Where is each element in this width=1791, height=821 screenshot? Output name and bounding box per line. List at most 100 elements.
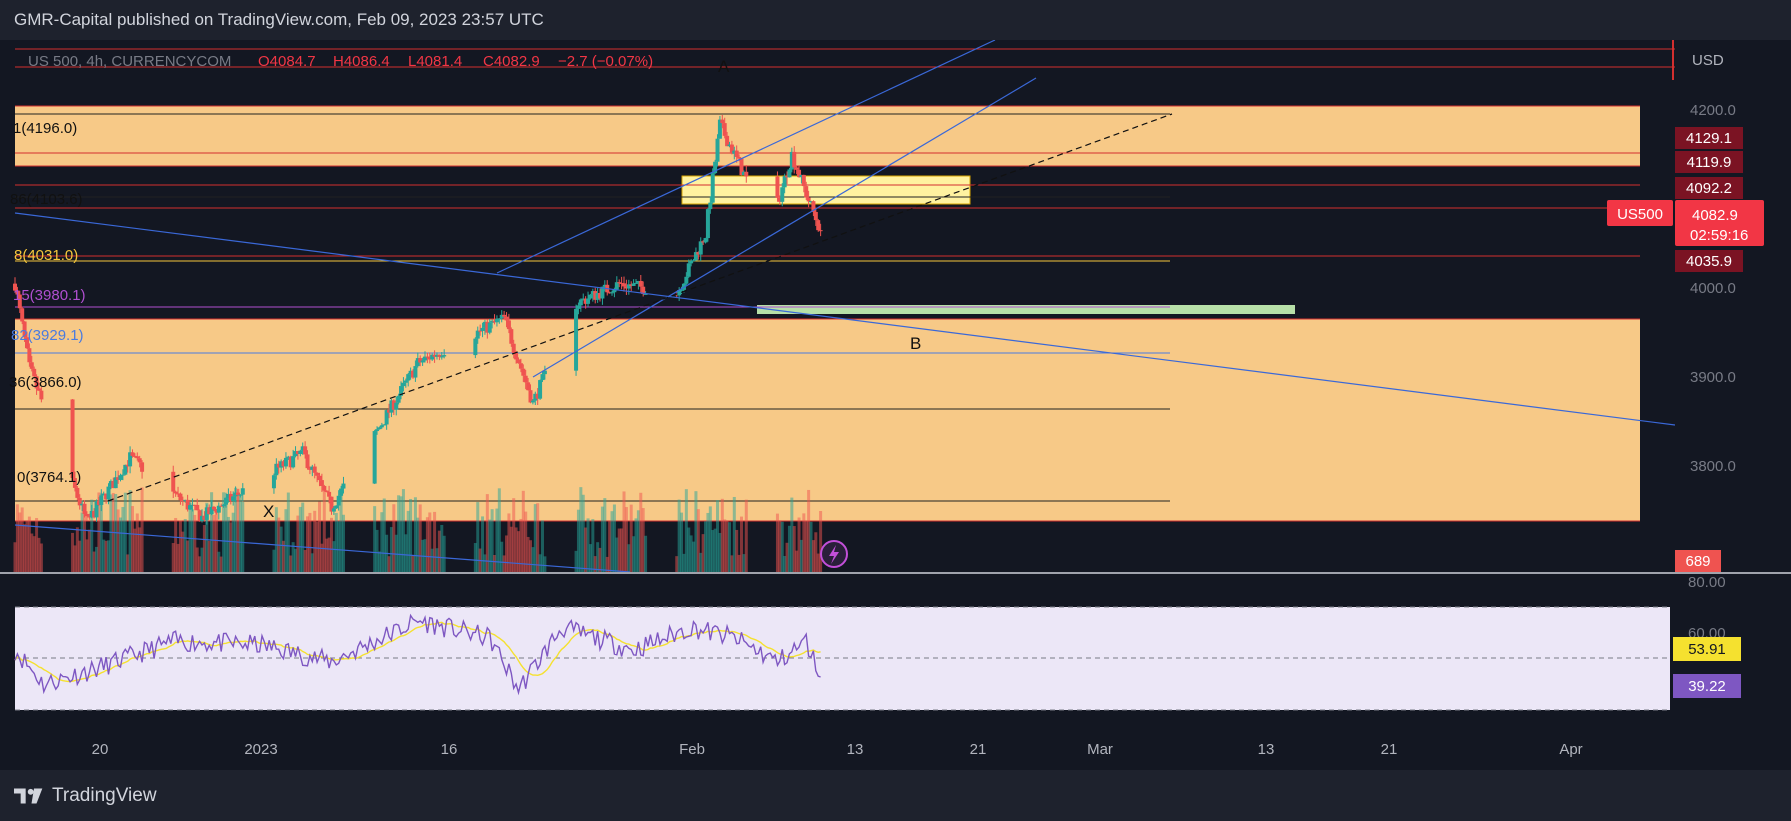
volume-bar	[416, 517, 420, 572]
legend-high: H4086.4	[333, 53, 390, 70]
volume-bar	[234, 487, 238, 572]
lower-demand-zone	[15, 319, 1640, 521]
flash-icon[interactable]	[820, 540, 848, 568]
candle-body	[703, 238, 708, 243]
candle-body	[607, 292, 612, 294]
candle-body	[132, 455, 137, 457]
volume-bar	[121, 507, 125, 572]
candle-body	[298, 450, 303, 454]
volume-bar	[509, 526, 513, 572]
candle-body	[279, 461, 284, 468]
volume-bar	[543, 556, 547, 572]
volume-bar	[20, 507, 24, 572]
candle-body	[811, 201, 816, 212]
candle-body	[418, 358, 423, 363]
candle-body	[511, 343, 516, 353]
volume-bar	[807, 489, 811, 572]
price-axis[interactable]: USD 4200.0 4000.0 3900.0 3800.0 .0 4129.…	[1607, 52, 1764, 698]
candle-body	[636, 280, 641, 283]
volume-bar	[524, 511, 528, 572]
volume-bar	[682, 553, 686, 572]
candle-body	[192, 504, 197, 506]
candle-body	[528, 390, 533, 403]
rsi-line	[14, 613, 821, 696]
volume-bar	[804, 520, 808, 572]
candle-body	[406, 374, 411, 381]
footer-brand: TradingView	[52, 785, 157, 806]
volume-bar	[581, 494, 585, 572]
volume-bar	[325, 538, 329, 572]
candle-body	[303, 446, 308, 455]
volume-bar	[531, 547, 535, 572]
volume-bar	[23, 524, 27, 572]
candle-body	[214, 509, 219, 513]
volume-bar	[502, 555, 506, 572]
volume-bar	[706, 512, 710, 572]
volume-bar	[301, 502, 305, 572]
volume-bar	[198, 556, 202, 572]
candle-body	[39, 390, 44, 400]
upper-supply-zone	[15, 106, 1640, 166]
time-tick: 13	[847, 741, 864, 758]
candle-body	[108, 481, 113, 487]
volume-bar	[696, 509, 700, 572]
volume-bar	[493, 555, 497, 572]
dashed-support-line	[107, 113, 1173, 502]
time-axis[interactable]: 20 2023 16 Feb 13 21 Mar 13 21 Apr	[92, 741, 1583, 758]
volume-bar	[675, 556, 679, 572]
rsi-pane[interactable]	[14, 606, 1670, 711]
volume-bar	[99, 493, 103, 572]
candle-body	[291, 456, 296, 468]
volume-bar	[785, 542, 789, 572]
candle-body	[87, 516, 92, 518]
candle-body	[432, 354, 437, 357]
volume-bar	[231, 512, 235, 572]
volume-bar	[95, 546, 99, 572]
volume-bar	[337, 521, 341, 572]
candle-body	[300, 446, 305, 451]
volume-bar	[521, 490, 525, 572]
volume-bar	[272, 549, 276, 572]
candle-body	[729, 144, 734, 154]
volume-bar	[377, 551, 381, 572]
candle-body	[391, 400, 396, 410]
candle-body	[238, 494, 243, 496]
volume-bar	[35, 517, 39, 572]
volume-bar	[87, 529, 91, 572]
candle-body	[22, 321, 27, 338]
candle-body	[286, 456, 291, 458]
candle-body	[535, 393, 540, 399]
symbol-tag-text: US500	[1617, 206, 1663, 223]
volume-bar	[308, 512, 312, 572]
candle-body	[235, 492, 240, 496]
volume-bar	[392, 504, 396, 572]
volume-bar	[178, 520, 182, 572]
volume-bar	[37, 537, 41, 572]
candle-body	[176, 493, 181, 495]
candle-body	[427, 356, 432, 360]
volume-bar	[732, 496, 736, 572]
volume-tag	[1675, 550, 1721, 572]
candle-body	[120, 474, 125, 476]
volume-bar	[39, 543, 43, 572]
chart-frame[interactable]: 1(4196.0) 86(4103.6) 8(4031.0) 15(3980.1…	[0, 40, 1791, 770]
volume-bar	[617, 528, 621, 572]
candle-body	[708, 202, 713, 210]
price-chart[interactable]: 1(4196.0) 86(4103.6) 8(4031.0) 15(3980.1…	[0, 40, 1791, 770]
volume-bar	[737, 554, 741, 572]
volume-bar	[423, 539, 427, 572]
volume-bar	[409, 498, 413, 572]
volume-bar	[306, 516, 310, 572]
volume-bar	[274, 507, 278, 572]
volume-bar	[624, 507, 628, 572]
candle-body	[792, 151, 797, 168]
candle-body	[399, 386, 404, 396]
candle-body	[598, 292, 603, 299]
volume-bar	[375, 529, 379, 572]
candle-body	[530, 400, 535, 403]
candle-body	[173, 491, 178, 494]
volume-bar	[576, 509, 580, 572]
volume-bar	[241, 501, 245, 572]
candle-body	[190, 504, 195, 506]
candle-body	[578, 299, 583, 306]
